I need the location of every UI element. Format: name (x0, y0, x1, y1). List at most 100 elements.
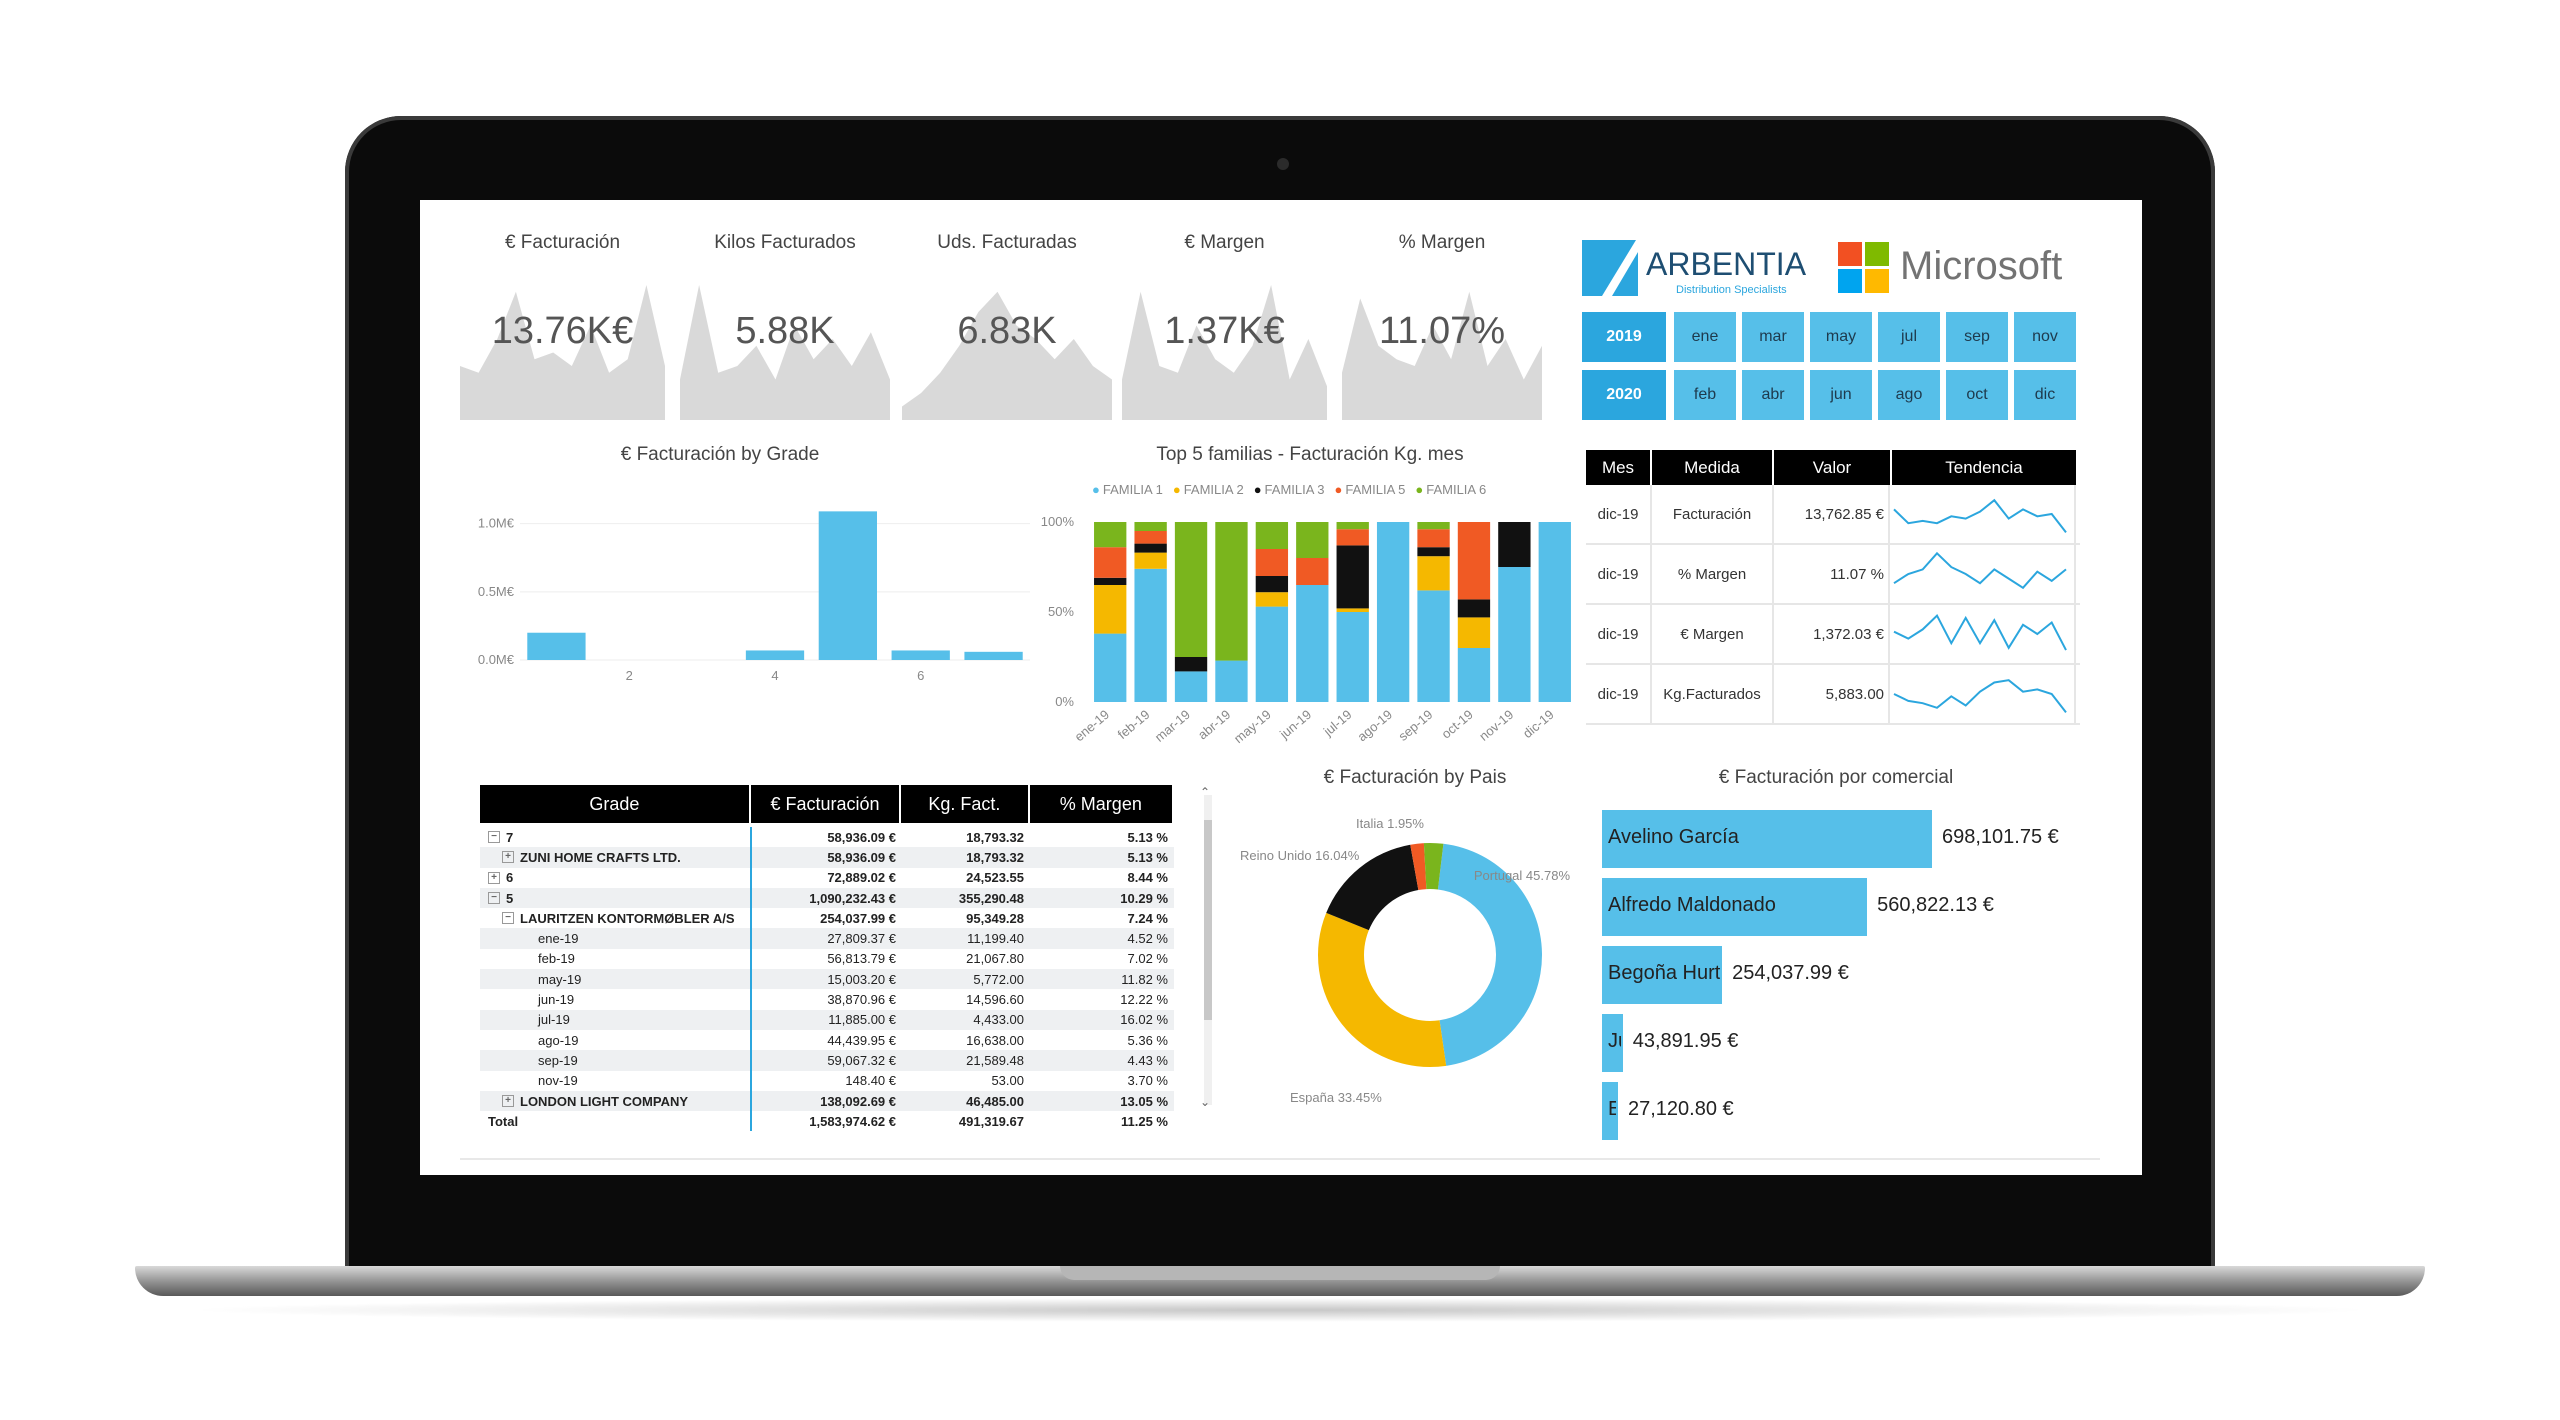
familia-segment[interactable] (1296, 522, 1329, 558)
familia-segment[interactable] (1094, 577, 1127, 585)
matrix-row[interactable]: + LONDON LIGHT COMPANY 138,092.69 € 46,485.… (480, 1090, 1174, 1112)
familia-segment[interactable] (1174, 657, 1208, 672)
matrix-row[interactable]: jul-19 11,885.00 € 4,433.00 16.02 % (480, 1009, 1174, 1030)
familia-segment[interactable] (1457, 599, 1491, 618)
familia-segment[interactable] (1094, 547, 1127, 578)
pais-slice[interactable] (1423, 843, 1444, 890)
familia-segment[interactable] (1498, 567, 1531, 702)
familia-segment[interactable] (1336, 529, 1369, 546)
matrix-row[interactable]: may-19 15,003.20 € 5,772.00 11.82 % (480, 969, 1174, 990)
familia-segment[interactable] (1134, 552, 1167, 569)
month-button-ago[interactable]: ago (1878, 370, 1940, 420)
familia-segment[interactable] (1376, 522, 1410, 702)
familia-segment[interactable] (1094, 522, 1127, 548)
familia-segment[interactable] (1255, 606, 1289, 702)
month-button-dic[interactable]: dic (2014, 370, 2076, 420)
familia-segment[interactable] (1417, 590, 1450, 702)
legend-item[interactable]: ● FAMILIA 6 (1415, 482, 1486, 497)
familia-segment[interactable] (1094, 633, 1127, 702)
familia-segment[interactable] (1538, 522, 1571, 702)
month-button-nov[interactable]: nov (2014, 312, 2076, 362)
expand-icon[interactable]: + (488, 871, 500, 884)
matrix-row[interactable]: jun-19 38,870.96 € 14,596.60 12.22 % (480, 989, 1174, 1010)
familia-segment[interactable] (1174, 522, 1208, 657)
year-button-2020[interactable]: 2020 (1582, 370, 1666, 420)
matrix-row[interactable]: −7 58,936.09 € 18,793.32 5.13 % (480, 827, 1174, 848)
familia-segment[interactable] (1255, 522, 1289, 549)
familia-segment[interactable] (1255, 592, 1289, 607)
matrix-row[interactable]: ene-19 27,809.37 € 11,199.40 4.52 % (480, 928, 1174, 949)
column-header[interactable]: Mes (1586, 450, 1652, 485)
matrix-row[interactable]: Total 1,583,974.62 € 491,319.67 11.25 % (480, 1111, 1174, 1132)
grade-bar[interactable] (745, 650, 805, 660)
familia-segment[interactable] (1296, 558, 1329, 585)
month-button-oct[interactable]: oct (1946, 370, 2008, 420)
matrix-scroll-thumb[interactable] (1204, 820, 1212, 1020)
pais-slice[interactable] (1437, 843, 1542, 1066)
month-button-jun[interactable]: jun (1810, 370, 1872, 420)
matrix-column-header[interactable]: Grade (480, 785, 751, 823)
familia-segment[interactable] (1255, 549, 1289, 576)
expand-icon[interactable]: + (502, 1095, 514, 1107)
matrix-column-header[interactable]: % Margen (1030, 785, 1174, 823)
familia-segment[interactable] (1296, 585, 1329, 702)
comercial-bar[interactable] (1602, 1082, 1618, 1140)
familia-segment[interactable] (1134, 543, 1167, 553)
month-button-sep[interactable]: sep (1946, 312, 2008, 362)
collapse-icon[interactable]: − (502, 912, 514, 925)
legend-item[interactable]: ● FAMILIA 5 (1335, 482, 1406, 497)
legend-item[interactable]: ● FAMILIA 2 (1173, 482, 1244, 497)
matrix-row[interactable]: +6 72,889.02 € 24,523.55 8.44 % (480, 867, 1174, 888)
familia-segment[interactable] (1094, 585, 1127, 634)
collapse-icon[interactable]: − (488, 831, 500, 844)
month-button-jul[interactable]: jul (1878, 312, 1940, 362)
matrix-column-header[interactable]: € Facturación (751, 785, 902, 823)
month-button-feb[interactable]: feb (1674, 370, 1736, 420)
expand-icon[interactable]: + (502, 851, 514, 864)
scroll-up-icon[interactable]: ⌃ (1200, 785, 1211, 799)
comercial-bar[interactable] (1602, 946, 1723, 1004)
matrix-row[interactable]: + ZUNI HOME CRAFTS LTD. 58,936.09 € 18,793.… (480, 847, 1174, 868)
comercial-bar[interactable] (1602, 810, 1932, 868)
familia-segment[interactable] (1336, 545, 1369, 609)
legend-item[interactable]: ● FAMILIA 3 (1254, 482, 1325, 497)
familia-segment[interactable] (1134, 568, 1167, 702)
grade-bar[interactable] (891, 650, 950, 660)
matrix-row[interactable]: − LAURITZEN KONTORMØBLER A/S 254,037.99 € 9… (480, 908, 1174, 929)
familia-segment[interactable] (1336, 522, 1369, 530)
familia-segment[interactable] (1417, 522, 1450, 530)
matrix-row[interactable]: nov-19 148.40 € 53.00 3.70 % (480, 1070, 1174, 1091)
matrix-row[interactable]: −5 1,090,232.43 € 355,290.48 10.29 % (480, 887, 1174, 909)
familia-segment[interactable] (1417, 556, 1450, 591)
pais-slice[interactable] (1410, 843, 1427, 891)
matrix-row[interactable]: feb-19 56,813.79 € 21,067.80 7.02 % (480, 948, 1174, 970)
familia-segment[interactable] (1336, 608, 1369, 612)
column-header[interactable]: Tendencia (1892, 450, 2078, 485)
grade-bar[interactable] (964, 651, 1023, 660)
column-header[interactable]: Medida (1652, 450, 1774, 485)
month-button-may[interactable]: may (1810, 312, 1872, 362)
scroll-down-icon[interactable]: ⌄ (1200, 1095, 1211, 1109)
familia-segment[interactable] (1457, 522, 1491, 600)
familia-segment[interactable] (1417, 529, 1450, 548)
pais-slice[interactable] (1318, 912, 1447, 1067)
familia-segment[interactable] (1215, 522, 1248, 661)
familia-segment[interactable] (1134, 531, 1167, 544)
month-button-mar[interactable]: mar (1742, 312, 1804, 362)
familia-segment[interactable] (1215, 660, 1248, 702)
grade-bar[interactable] (818, 511, 877, 660)
familia-segment[interactable] (1336, 612, 1369, 702)
matrix-row[interactable]: sep-19 59,067.32 € 21,589.48 4.43 % (480, 1050, 1174, 1071)
matrix-column-header[interactable]: Kg. Fact. (901, 785, 1030, 823)
familia-segment[interactable] (1134, 522, 1167, 531)
comercial-bar[interactable] (1602, 1014, 1623, 1072)
familia-segment[interactable] (1174, 671, 1208, 702)
column-header[interactable]: Valor (1774, 450, 1892, 485)
grade-bar[interactable] (527, 632, 586, 660)
month-button-abr[interactable]: abr (1742, 370, 1804, 420)
comercial-bar[interactable] (1602, 878, 1868, 936)
matrix-row[interactable]: ago-19 44,439.95 € 16,638.00 5.36 % (480, 1029, 1174, 1051)
familia-segment[interactable] (1255, 576, 1289, 593)
familia-segment[interactable] (1498, 522, 1531, 567)
year-button-2019[interactable]: 2019 (1582, 312, 1666, 362)
